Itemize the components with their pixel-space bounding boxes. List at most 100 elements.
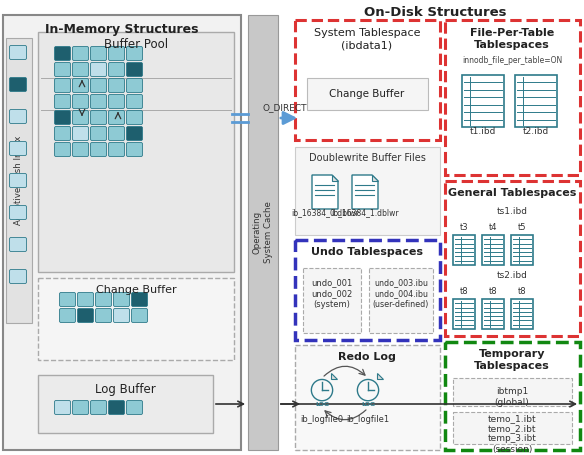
FancyBboxPatch shape	[127, 62, 142, 76]
FancyBboxPatch shape	[91, 400, 106, 415]
Bar	[511, 235, 533, 265]
FancyBboxPatch shape	[78, 308, 93, 323]
Text: Undo Tablespaces: Undo Tablespaces	[311, 247, 423, 257]
FancyBboxPatch shape	[9, 206, 26, 219]
FancyBboxPatch shape	[54, 95, 71, 108]
Text: On-Disk Structures: On-Disk Structures	[364, 6, 506, 19]
FancyBboxPatch shape	[127, 46, 142, 61]
FancyBboxPatch shape	[127, 79, 142, 92]
Bar	[295, 147, 440, 235]
FancyBboxPatch shape	[54, 62, 71, 76]
Text: Operating
System Cache: Operating System Cache	[253, 201, 273, 263]
FancyBboxPatch shape	[60, 308, 75, 323]
Text: undo_001
undo_002
(system): undo_001 undo_002 (system)	[311, 278, 353, 309]
Text: undo_003.ibu
undo_004.ibu
(user-defined): undo_003.ibu undo_004.ibu (user-defined)	[373, 278, 429, 309]
Text: Change Buffer: Change Buffer	[96, 285, 176, 295]
FancyBboxPatch shape	[9, 46, 26, 60]
FancyBboxPatch shape	[9, 77, 26, 91]
FancyBboxPatch shape	[131, 293, 148, 307]
PathPatch shape	[307, 373, 337, 411]
Text: Buffer Pool: Buffer Pool	[104, 38, 168, 51]
FancyBboxPatch shape	[109, 111, 124, 125]
FancyBboxPatch shape	[9, 269, 26, 283]
Bar	[445, 20, 580, 175]
FancyBboxPatch shape	[131, 308, 148, 323]
Bar	[453, 378, 572, 406]
PathPatch shape	[312, 175, 338, 209]
FancyBboxPatch shape	[113, 308, 130, 323]
Text: General Tablespaces: General Tablespaces	[448, 188, 576, 198]
FancyBboxPatch shape	[91, 46, 106, 61]
Text: t8: t8	[517, 287, 526, 296]
Text: File-Per-Table
Tablespaces: File-Per-Table Tablespaces	[470, 28, 554, 51]
Bar	[453, 235, 475, 265]
Bar	[295, 20, 440, 140]
FancyBboxPatch shape	[72, 46, 89, 61]
FancyBboxPatch shape	[72, 79, 89, 92]
Text: ib_16384_1.dblwr: ib_16384_1.dblwr	[331, 208, 399, 217]
Text: ts2.ibd: ts2.ibd	[496, 271, 527, 280]
Bar	[248, 15, 278, 450]
FancyBboxPatch shape	[127, 142, 142, 157]
FancyBboxPatch shape	[96, 293, 112, 307]
Bar	[307, 78, 428, 110]
Text: System Tablespace
(ibdata1): System Tablespace (ibdata1)	[314, 28, 420, 51]
Text: ts1.ibd: ts1.ibd	[496, 207, 527, 216]
Text: t5: t5	[518, 223, 526, 232]
Text: ib_16384_0.dblwr: ib_16384_0.dblwr	[291, 208, 359, 217]
Text: Change Buffer: Change Buffer	[329, 89, 405, 99]
Text: ib_logfile1: ib_logfile1	[346, 415, 390, 424]
FancyBboxPatch shape	[60, 293, 75, 307]
Bar	[482, 299, 504, 329]
FancyBboxPatch shape	[127, 126, 142, 141]
PathPatch shape	[331, 373, 337, 379]
Text: LOG: LOG	[315, 402, 329, 407]
FancyBboxPatch shape	[127, 111, 142, 125]
FancyBboxPatch shape	[78, 293, 93, 307]
FancyBboxPatch shape	[72, 400, 89, 415]
Text: t4: t4	[489, 223, 497, 232]
FancyBboxPatch shape	[113, 293, 130, 307]
PathPatch shape	[377, 373, 383, 379]
FancyBboxPatch shape	[96, 308, 112, 323]
FancyBboxPatch shape	[127, 400, 142, 415]
FancyBboxPatch shape	[109, 46, 124, 61]
FancyBboxPatch shape	[9, 173, 26, 187]
Bar	[515, 75, 557, 127]
Text: t8: t8	[460, 287, 468, 296]
Text: Adaptive Hash Index: Adaptive Hash Index	[15, 135, 23, 225]
FancyBboxPatch shape	[54, 111, 71, 125]
Text: O_DIRECT: O_DIRECT	[263, 103, 307, 112]
Text: Redo Log: Redo Log	[338, 352, 396, 362]
FancyBboxPatch shape	[109, 142, 124, 157]
PathPatch shape	[353, 373, 383, 411]
FancyBboxPatch shape	[91, 62, 106, 76]
Text: ib_logfile0: ib_logfile0	[300, 415, 343, 424]
Bar	[482, 235, 504, 265]
FancyBboxPatch shape	[72, 111, 89, 125]
FancyBboxPatch shape	[54, 142, 71, 157]
FancyBboxPatch shape	[109, 95, 124, 108]
Bar	[511, 299, 533, 329]
FancyBboxPatch shape	[72, 62, 89, 76]
FancyBboxPatch shape	[54, 46, 71, 61]
FancyBboxPatch shape	[109, 126, 124, 141]
Bar	[369, 268, 433, 333]
Bar	[445, 342, 580, 450]
Bar	[462, 75, 504, 127]
Text: Doublewrite Buffer Files: Doublewrite Buffer Files	[308, 153, 425, 163]
FancyBboxPatch shape	[109, 62, 124, 76]
FancyBboxPatch shape	[91, 111, 106, 125]
FancyBboxPatch shape	[109, 79, 124, 92]
Text: innodb_file_per_table=ON: innodb_file_per_table=ON	[462, 56, 562, 65]
Text: t3: t3	[460, 223, 468, 232]
Text: t8: t8	[489, 287, 498, 296]
Bar	[453, 299, 475, 329]
Text: Log Buffer: Log Buffer	[95, 383, 155, 396]
Text: t2.ibd: t2.ibd	[523, 126, 549, 136]
FancyBboxPatch shape	[91, 142, 106, 157]
Bar	[295, 240, 440, 340]
PathPatch shape	[332, 175, 338, 181]
Text: ibtmp1
(global): ibtmp1 (global)	[495, 387, 529, 407]
FancyBboxPatch shape	[54, 79, 71, 92]
